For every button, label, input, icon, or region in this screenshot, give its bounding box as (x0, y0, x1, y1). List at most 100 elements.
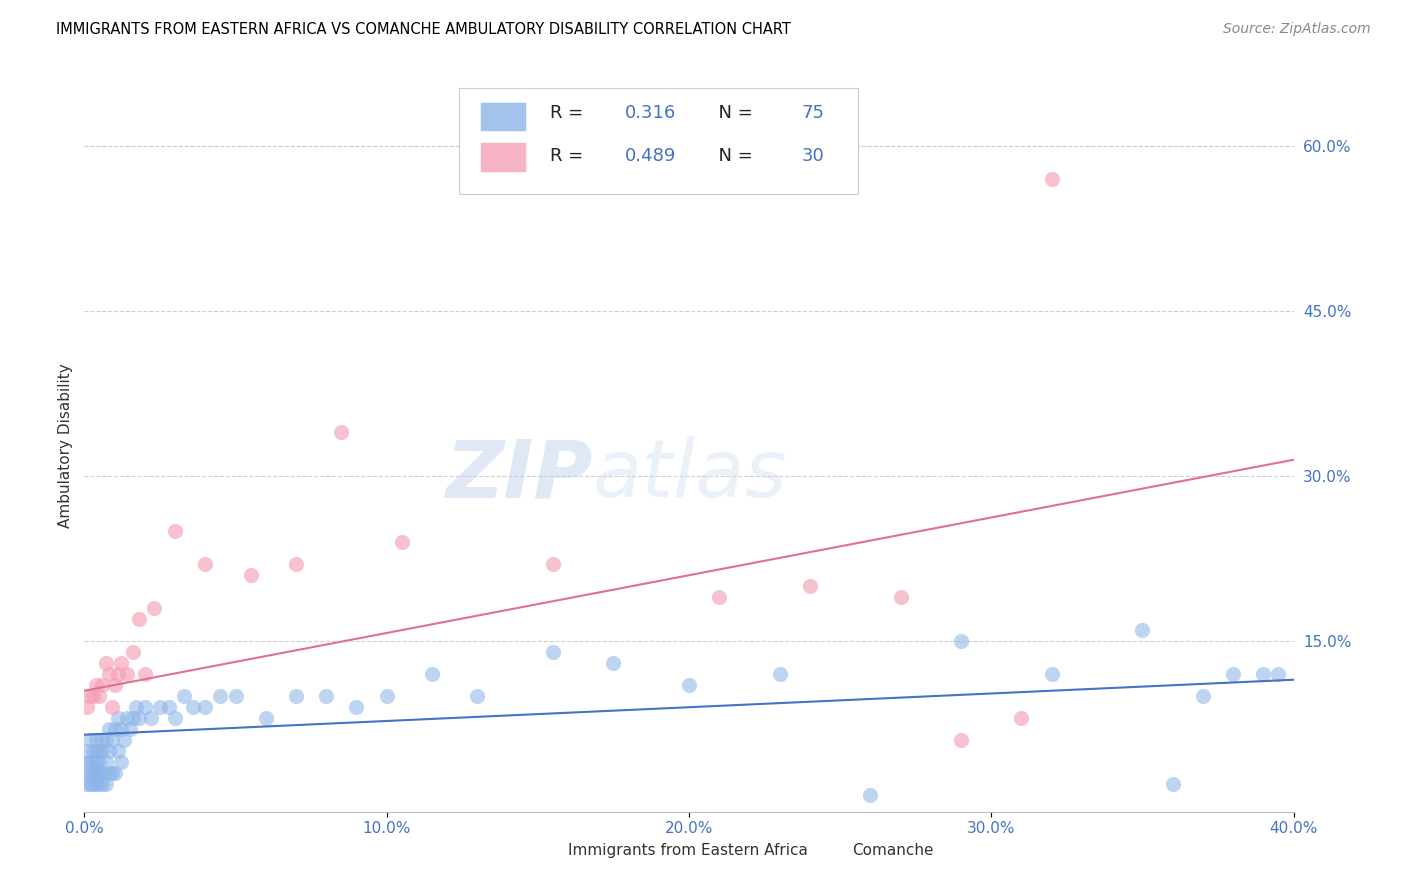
Text: Immigrants from Eastern Africa: Immigrants from Eastern Africa (568, 843, 808, 858)
Point (121, 711, 143, 725)
Point (86, 678, 108, 692)
Point (134, 700, 156, 714)
Text: Source: ZipAtlas.com: Source: ZipAtlas.com (1223, 22, 1371, 37)
Point (139, 711, 162, 725)
Point (121, 645, 143, 659)
Point (110, 657, 132, 671)
Point (165, 524, 187, 539)
Y-axis label: Ambulatory Disability: Ambulatory Disability (58, 364, 73, 528)
Point (1011, 711, 1033, 725)
Point (541, 645, 564, 659)
Point (799, 579, 821, 593)
Point (115, 711, 138, 725)
Point (420, 667, 443, 681)
Point (107, 744, 129, 758)
Point (1130, 624, 1153, 638)
Point (107, 667, 129, 681)
Text: N =: N = (707, 146, 759, 165)
Text: R =: R = (550, 104, 589, 122)
Point (112, 733, 135, 747)
Point (100, 700, 122, 714)
Text: Comanche: Comanche (852, 843, 934, 858)
Point (890, 591, 912, 605)
Point (149, 700, 172, 714)
Text: IMMIGRANTS FROM EASTERN AFRICA VS COMANCHE AMBULATORY DISABILITY CORRELATION CHA: IMMIGRANTS FROM EASTERN AFRICA VS COMANC… (56, 22, 792, 37)
Point (94, 756, 117, 770)
Point (97, 667, 120, 681)
Point (1192, 690, 1215, 704)
Point (1040, 172, 1063, 186)
Point (1253, 667, 1275, 681)
Point (1161, 777, 1184, 791)
Point (89, 777, 111, 791)
Point (391, 535, 413, 549)
Point (194, 700, 217, 714)
Point (97, 744, 120, 758)
Point (79, 690, 101, 704)
FancyBboxPatch shape (460, 87, 858, 194)
Point (602, 657, 624, 671)
Point (91, 678, 114, 692)
Text: 0.316: 0.316 (624, 104, 676, 122)
Point (1267, 667, 1289, 681)
Point (173, 690, 195, 704)
Point (709, 591, 731, 605)
Text: atlas: atlas (592, 436, 787, 515)
Point (79, 777, 101, 791)
Point (89, 690, 111, 704)
Point (82, 766, 104, 780)
Point (107, 711, 129, 725)
Point (79, 756, 101, 770)
Point (181, 700, 204, 714)
Point (86, 766, 108, 780)
Point (94, 657, 117, 671)
Point (225, 690, 247, 704)
Point (769, 667, 792, 681)
Point (104, 723, 127, 737)
Point (315, 690, 337, 704)
Point (97, 766, 120, 780)
Point (91, 733, 114, 747)
Point (209, 690, 232, 704)
Point (194, 558, 217, 572)
Point (1222, 667, 1244, 681)
Point (375, 690, 398, 704)
Point (100, 766, 122, 780)
Point (89, 756, 111, 770)
Text: R =: R = (550, 146, 589, 165)
Point (86, 744, 108, 758)
Point (76, 766, 98, 780)
Point (285, 690, 308, 704)
Point (100, 733, 122, 747)
Point (142, 601, 165, 615)
Point (128, 612, 150, 626)
Point (94, 777, 117, 791)
Point (859, 789, 882, 803)
Point (97, 723, 120, 737)
Point (89, 744, 111, 758)
Point (157, 700, 180, 714)
Point (239, 568, 262, 582)
Point (254, 711, 277, 725)
Point (285, 558, 308, 572)
Point (82, 777, 104, 791)
Point (346, 700, 368, 714)
Point (91, 777, 114, 791)
Point (76, 777, 98, 791)
Point (330, 425, 353, 440)
Point (94, 733, 117, 747)
Text: 75: 75 (801, 104, 824, 122)
Point (115, 667, 138, 681)
Point (950, 634, 973, 648)
Point (89, 766, 111, 780)
Bar (479, 103, 526, 131)
Text: 30: 30 (801, 146, 824, 165)
Point (82, 690, 104, 704)
Point (125, 700, 148, 714)
Point (91, 766, 114, 780)
Text: 0.489: 0.489 (624, 146, 676, 165)
Point (541, 558, 564, 572)
Point (1040, 667, 1063, 681)
Point (110, 723, 132, 737)
Point (79, 766, 101, 780)
